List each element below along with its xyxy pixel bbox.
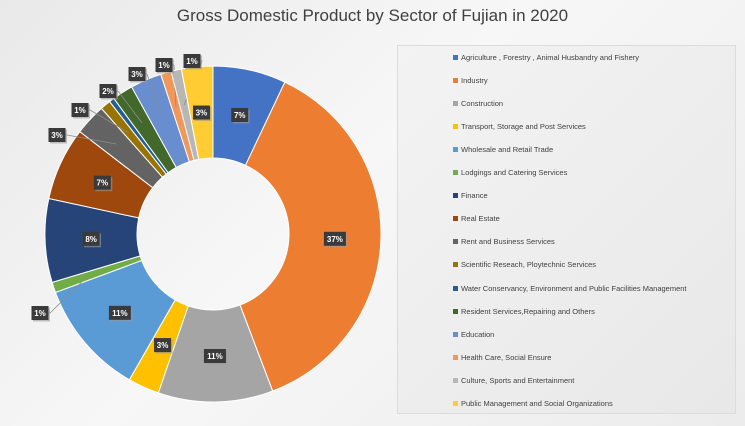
- data-label-15: 3%: [192, 105, 212, 122]
- legend-swatch: [453, 262, 458, 268]
- data-label-text: 1%: [158, 61, 170, 70]
- data-label-text: 1%: [34, 309, 46, 318]
- legend-swatch: [453, 331, 458, 337]
- legend-item: Industry: [453, 76, 488, 85]
- legend-label: Public Management and Social Organizatio…: [461, 398, 613, 408]
- data-label-text: 11%: [207, 352, 223, 361]
- legend-label: Water Conservancy, Environment and Publi…: [461, 283, 687, 293]
- data-label-text: 1%: [74, 106, 86, 115]
- legend-swatch: [453, 147, 458, 153]
- legend-label: Wholesale and Retail Trade: [461, 145, 554, 155]
- data-label-5: 1%: [31, 306, 50, 322]
- chart-title: Gross Domestic Product by Sector of Fuji…: [176, 6, 569, 25]
- data-label-8: 3%: [48, 128, 67, 144]
- legend-label: Real Estate: [461, 214, 500, 224]
- legend-label: Scientific Reseach, Ploytechnic Services: [461, 260, 597, 270]
- legend-item: Water Conservancy, Environment and Publi…: [453, 284, 687, 293]
- slice-1: [239, 81, 382, 392]
- legend-item: Construction: [453, 99, 503, 108]
- legend-label: Health Care, Social Ensure: [461, 352, 552, 362]
- legend-swatch: [453, 55, 458, 60]
- legend-label: Industry: [461, 76, 488, 86]
- legend-label: Rent and Business Services: [461, 237, 555, 247]
- data-label-14: 1%: [183, 54, 202, 70]
- data-label-text: 7%: [234, 111, 246, 120]
- data-label-text: 37%: [327, 235, 343, 244]
- legend-swatch: [453, 400, 458, 406]
- data-label-0: 7%: [231, 107, 250, 124]
- legend-swatch: [453, 354, 458, 360]
- legend-item: Finance: [453, 191, 488, 200]
- data-label-text: 7%: [97, 179, 109, 188]
- legend-item: Real Estate: [453, 214, 500, 223]
- data-label-11: 2%: [99, 84, 118, 100]
- legend-item: Culture, Sports and Entertainment: [453, 376, 574, 385]
- data-label-3: 3%: [154, 338, 173, 354]
- data-label-1: 37%: [323, 231, 348, 248]
- data-label-13: 1%: [155, 58, 174, 74]
- data-label-text: 3%: [51, 131, 63, 140]
- legend-item: Transport, Storage and Post Services: [453, 122, 586, 131]
- legend-swatch: [453, 239, 458, 245]
- data-label-text: 3%: [157, 341, 169, 350]
- data-label-7: 7%: [93, 175, 113, 192]
- legend-swatch: [453, 377, 458, 383]
- data-label-12: 3%: [128, 67, 147, 83]
- legend-swatch: [453, 216, 458, 222]
- legend-label: Finance: [461, 191, 488, 201]
- legend-item: Public Management and Social Organizatio…: [453, 399, 613, 408]
- legend-item: Lodgings and Catering Services: [453, 168, 567, 177]
- legend-label: Lodgings and Catering Services: [461, 168, 568, 178]
- legend-label: Education: [461, 329, 495, 339]
- legend-swatch: [453, 193, 458, 199]
- legend-label: Transport, Storage and Post Services: [461, 122, 586, 132]
- data-label-9: 1%: [71, 103, 90, 119]
- legend-label: Construction: [461, 99, 504, 109]
- legend-label: Culture, Sports and Entertainment: [461, 375, 575, 385]
- legend-label: Agriculture , Forestry , Animal Husbandr…: [461, 53, 639, 62]
- legend-swatch: [453, 170, 458, 176]
- legend-item: Agriculture , Forestry , Animal Husbandr…: [453, 53, 639, 62]
- legend-item: Rent and Business Services: [453, 237, 555, 246]
- legend-swatch: [453, 308, 458, 314]
- data-label-text: 1%: [186, 57, 198, 66]
- legend-item: Education: [453, 330, 494, 339]
- data-label-4: 11%: [108, 305, 133, 322]
- legend-swatch: [453, 101, 458, 107]
- data-label-2: 11%: [203, 348, 228, 365]
- legend-item: Resident Services,Repairing and Others: [453, 307, 595, 316]
- legend: Agriculture , Forestry , Animal Husbandr…: [397, 45, 736, 414]
- data-label-6: 8%: [82, 231, 102, 248]
- data-label-text: 2%: [102, 87, 114, 96]
- legend-swatch: [453, 285, 458, 291]
- data-label-text: 11%: [112, 309, 128, 318]
- legend-item: Wholesale and Retail Trade: [453, 145, 553, 154]
- data-label-text: 3%: [196, 109, 208, 118]
- legend-swatch: [453, 78, 458, 84]
- legend-label: Resident Services,Repairing and Others: [461, 306, 595, 316]
- data-label-text: 3%: [131, 70, 143, 79]
- legend-item: Scientific Reseach, Ploytechnic Services: [453, 260, 596, 269]
- data-label-text: 8%: [85, 235, 97, 244]
- legend-swatch: [453, 124, 458, 130]
- legend-item: Health Care, Social Ensure: [453, 353, 551, 362]
